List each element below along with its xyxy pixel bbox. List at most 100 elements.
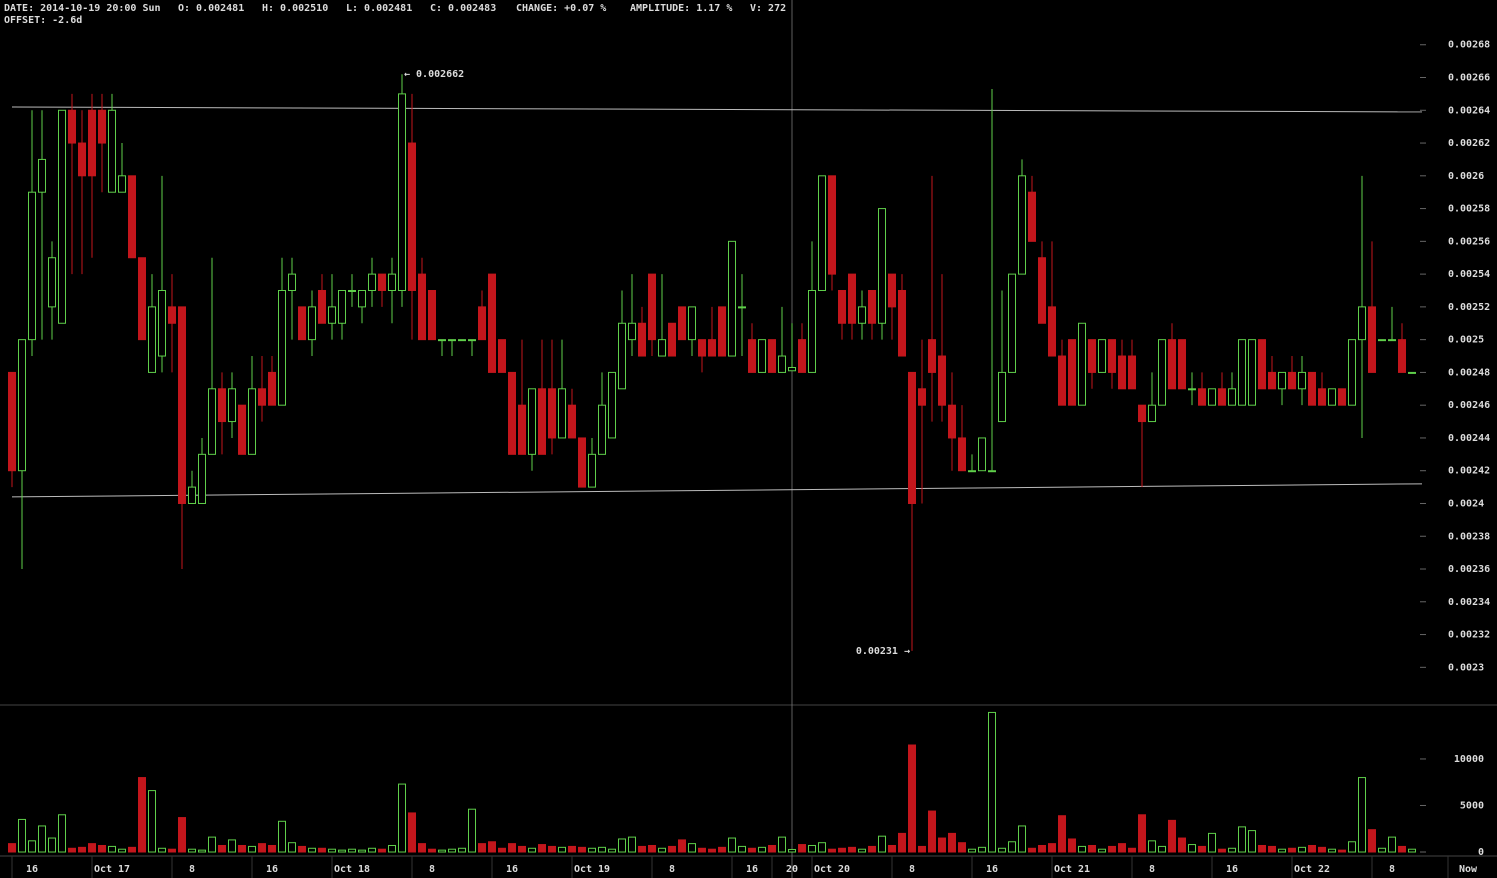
candle-body [288,273,296,291]
volume-bar [818,842,826,853]
candle-body [338,289,346,324]
candle-body [1188,388,1196,391]
y-tick-label: 0.00238 [1448,531,1490,542]
candle-body [108,109,116,193]
candle-body [658,339,666,357]
volume-bar [1028,847,1036,853]
x-tick-label: 8 [909,864,915,875]
volume-bar [118,848,126,853]
volume-bar [178,817,186,853]
volume-bar [1148,840,1156,853]
volume-bar [478,843,486,853]
volume-bar [108,845,116,853]
candle-body [788,367,796,372]
volume-bar [238,844,246,853]
candle-body [828,175,836,275]
candle-body [1128,355,1136,390]
volume-bar [138,777,146,853]
candle-body [488,273,496,373]
volume-bar [568,845,576,853]
volume-bar [828,848,836,853]
candle-body [308,306,316,341]
volume-bar [1308,844,1316,853]
volume-bar [1108,845,1116,853]
candle-body [888,273,896,308]
candle-body [1078,322,1086,406]
volume-bar [978,846,986,853]
candle-body [68,109,76,144]
y-tick-label: 0.00258 [1448,204,1490,215]
candle-body [688,306,696,341]
candle-body [1258,339,1266,390]
volume-tick-label: 0 [1478,847,1484,858]
x-tick-label: 16 [506,864,518,875]
volume-bar [938,837,946,853]
volume-bar [8,843,16,853]
candle-body [1028,191,1036,242]
y-tick-label: 0.00232 [1448,630,1490,641]
x-tick-label: 8 [1149,864,1155,875]
volume-bar [98,844,106,853]
candle-body [368,273,376,291]
candle-body [758,339,766,373]
candle-body [508,371,516,455]
candle-body [208,388,216,455]
volume-bar [1178,837,1186,853]
volume-tick-label: 10000 [1454,754,1484,765]
candle-body [1388,339,1396,342]
volume-bar [948,832,956,853]
candle-body [878,208,886,324]
candle-body [548,388,556,439]
x-tick-label: Oct 19 [574,864,610,875]
candle-body [1198,388,1206,406]
candle-body [1268,371,1276,390]
volume-bar [1068,838,1076,853]
volume-bar [1238,826,1246,853]
volume-bar [988,711,996,853]
candle-body [178,306,186,504]
candle-body [48,257,56,308]
y-tick-label: 0.00254 [1448,269,1490,280]
candle-body [1298,371,1306,390]
candle-body [1238,339,1246,406]
candle-body [958,437,966,472]
candle-body [558,388,566,439]
candle-body [908,371,916,504]
candle-body [818,175,826,291]
volume-bar [278,820,286,853]
volume-bar [248,845,256,853]
header-close: C: 0.002483 [430,3,496,14]
candle-body [248,388,256,455]
volume-bar [1388,836,1396,853]
candle-body [898,289,906,357]
y-tick-label: 0.00242 [1448,466,1490,477]
volume-bar [428,848,436,853]
candle-body [1408,371,1416,374]
x-tick-label: 16 [1226,864,1238,875]
volume-tick-label: 5000 [1460,800,1484,811]
candle-body [238,404,246,455]
volume-bar [158,847,166,853]
annotation: ← 0.002662 [404,69,464,80]
candle-body [448,339,456,342]
candle-body [728,240,736,357]
volume-bar [398,783,406,853]
candle-body [328,306,336,324]
candle-body [938,355,946,406]
candle-body [378,273,386,291]
volume-bar [388,844,396,853]
volume-bar [558,846,566,853]
y-tick-label: 0.0026 [1448,171,1484,182]
candle-body [388,273,396,291]
candle-body [1318,388,1326,406]
volume-bar [78,846,86,853]
candle-body [1018,175,1026,275]
candle-body [1148,404,1156,423]
volume-bar [968,848,976,853]
candle-body [868,289,876,324]
volume-bar [858,848,866,853]
volume-bar [1228,847,1236,853]
y-tick-label: 0.00256 [1448,236,1490,247]
candle-body [1058,355,1066,406]
x-tick-label: 16 [26,864,38,875]
